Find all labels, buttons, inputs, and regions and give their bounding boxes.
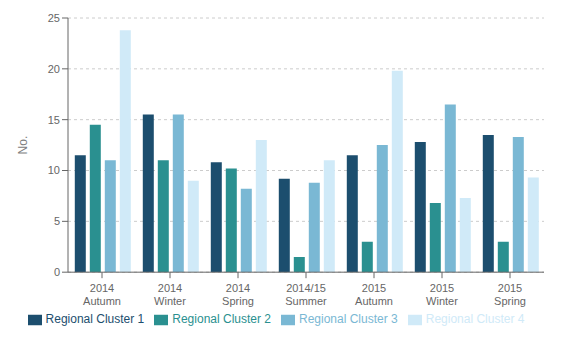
svg-text:2014Autumn: 2014Autumn: [83, 282, 121, 307]
svg-text:5: 5: [54, 215, 60, 227]
svg-text:2015Spring: 2015Spring: [494, 282, 526, 307]
html-text:Regional Cluster 1: Regional Cluster 1: [45, 312, 145, 327]
svg-text:2015Winter: 2015Winter: [426, 282, 458, 307]
html-text:Regional Cluster 3: Regional Cluster 3: [299, 312, 398, 327]
svg-text:2014Spring: 2014Spring: [222, 282, 254, 307]
svg-text:25: 25: [48, 12, 60, 24]
svg-text:10: 10: [48, 164, 60, 176]
svg-text:20: 20: [48, 63, 60, 75]
svg-text:2015Autumn: 2015Autumn: [355, 282, 393, 307]
svg-text:No.: No.: [16, 136, 30, 155]
html-text:Regional Cluster 2: Regional Cluster 2: [172, 312, 271, 327]
svg-text:0: 0: [54, 266, 60, 278]
html-text:Regional Cluster 4: Regional Cluster 4: [425, 312, 525, 327]
svg-text:2014Winter: 2014Winter: [154, 282, 186, 307]
svg-text:15: 15: [48, 114, 60, 126]
svg-text:2014/15Summer: 2014/15Summer: [285, 282, 327, 307]
